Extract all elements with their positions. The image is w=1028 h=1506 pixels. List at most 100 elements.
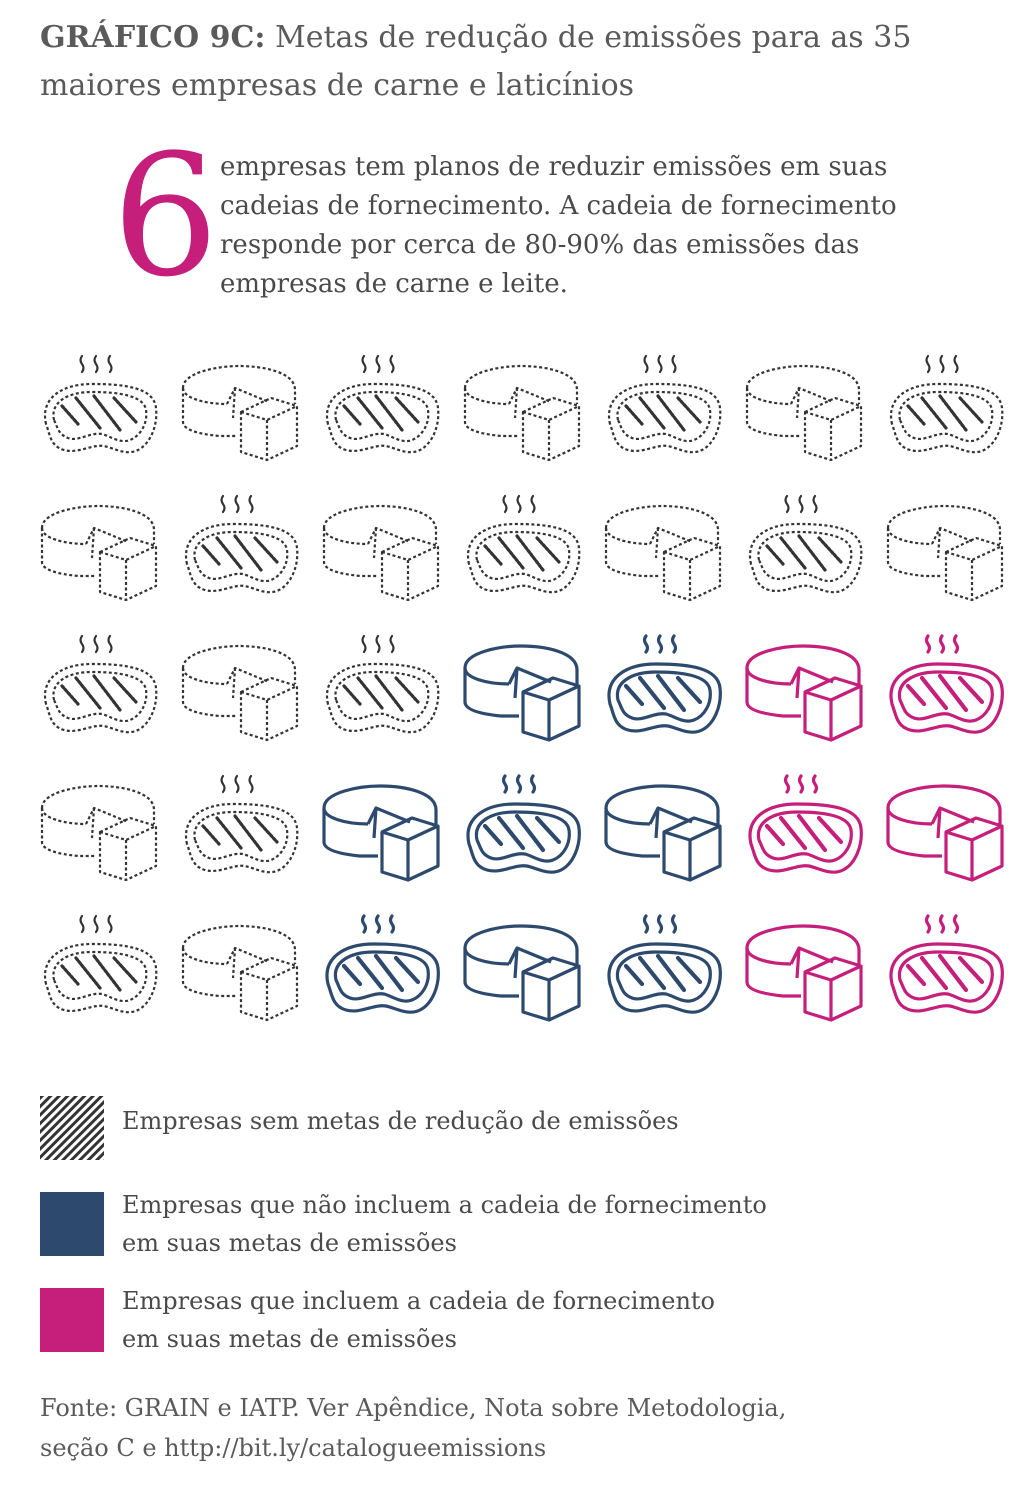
cheese-wedge-outline	[522, 405, 580, 422]
cheese-wedge-outline	[240, 965, 298, 982]
steam-lines	[220, 494, 254, 514]
cheese-wheel-outline	[463, 388, 519, 438]
cheese-wheel-outline	[322, 807, 369, 826]
steak-outline	[325, 382, 440, 454]
cheese-wheel-outline	[181, 364, 297, 404]
steak-outline	[607, 382, 722, 454]
cheese-wedge-outline	[240, 685, 298, 702]
cheese-wheel-outline	[930, 806, 975, 825]
steak-outline	[607, 942, 722, 1014]
steam-lines	[642, 634, 678, 654]
steak-outline	[607, 662, 722, 734]
steak-outline	[466, 802, 581, 874]
pictogram-icon-cheese-none	[40, 784, 158, 882]
cheese-wheel-outline	[322, 527, 369, 546]
steam-lines	[502, 494, 536, 514]
pictogram-icon-cheese-blue	[463, 924, 581, 1022]
cheese-wheel-outline	[181, 644, 297, 684]
cheese-wheel-outline	[886, 784, 1002, 824]
pictogram-icon-cheese-blue	[463, 644, 581, 742]
cheese-wheel-outline	[463, 667, 510, 686]
cheese-wedge-outline	[98, 536, 158, 602]
cheese-wheel-outline	[604, 504, 720, 544]
cheese-wheel-outline	[795, 667, 801, 699]
pictogram-icon-steak-none	[184, 774, 299, 874]
cheese-wedge-outline	[380, 536, 440, 602]
pictogram-icon-steak-none	[325, 354, 440, 454]
cheese-wheel-outline	[745, 388, 801, 438]
cheese-wheel-outline	[181, 947, 228, 966]
cheese-wedge-outline	[521, 956, 581, 1022]
cheese-wheel-outline	[463, 948, 519, 998]
cheese-wheel-outline	[745, 924, 861, 964]
source-line-2: seção C e http://bit.ly/catalogueemissio…	[40, 1434, 547, 1462]
pictogram-icon-steak-blue	[325, 914, 440, 1014]
steak-outline	[889, 662, 1004, 734]
steam-lines	[925, 354, 959, 374]
legend-label-no-targets: Empresas sem metas de redução de emissõe…	[122, 1107, 679, 1135]
cheese-wheel-outline	[789, 666, 834, 685]
cheese-wedge-outline	[521, 396, 581, 462]
legend-label-blue-line2: em suas metas de emissões	[122, 1229, 457, 1257]
cheese-wheel-outline	[40, 504, 156, 544]
steak-outline	[466, 522, 581, 594]
pictogram-icon-steak-none	[889, 354, 1004, 454]
steam-lines	[79, 354, 113, 374]
steak-outline	[43, 942, 158, 1014]
pictogram-icon-steak-blue	[466, 774, 581, 874]
steak-outline	[325, 662, 440, 734]
steam-lines	[501, 774, 537, 794]
steak-outline	[43, 382, 158, 454]
cheese-wheel-outline	[181, 924, 297, 964]
cheese-wheel-outline	[745, 947, 792, 966]
steam-lines	[924, 914, 960, 934]
cheese-wedge-outline	[99, 545, 157, 562]
steam-lines	[783, 774, 819, 794]
cheese-wheel-outline	[886, 527, 933, 546]
steam-lines	[642, 914, 678, 934]
cheese-wheel-outline	[181, 388, 237, 438]
pictogram-icon-cheese-none	[40, 504, 158, 602]
cheese-wheel-outline	[322, 808, 378, 858]
cheese-wheel-outline	[372, 807, 378, 839]
pictogram-icon-cheese-blue	[604, 784, 722, 882]
cheese-wheel-outline	[181, 668, 237, 718]
cheese-wedge-outline	[99, 825, 157, 842]
pictogram-icon-steak-none	[748, 494, 863, 594]
cheese-wheel-outline	[745, 387, 792, 406]
cheese-wheel-outline	[648, 806, 693, 825]
cheese-wheel-outline	[886, 504, 1002, 544]
cheese-wheel-outline	[604, 808, 660, 858]
cheese-wheel-outline	[745, 948, 801, 998]
cheese-wedge-outline	[803, 956, 863, 1022]
pictogram-icon-cheese-pink	[745, 644, 863, 742]
cheese-wheel-outline	[322, 528, 378, 578]
cheese-wheel-outline	[40, 528, 96, 578]
cheese-wheel-outline	[654, 807, 660, 839]
cheese-wheel-outline	[322, 784, 438, 824]
pictogram-icon-steak-blue	[607, 634, 722, 734]
cheese-wheel-outline	[604, 527, 651, 546]
pictogram-icon-cheese-blue	[322, 784, 440, 882]
steak-outline	[325, 942, 440, 1014]
steam-lines	[79, 914, 113, 934]
pictogram-icon-steak-none	[43, 354, 158, 454]
pictogram-icon-steak-pink	[748, 774, 863, 874]
steak-outline	[889, 942, 1004, 1014]
cheese-wheel-outline	[463, 947, 510, 966]
legend-label-pink-line2: em suas metas de emissões	[122, 1325, 457, 1353]
pictogram-icon-steak-none	[184, 494, 299, 594]
cheese-wedge-outline	[240, 405, 298, 422]
pictogram-icon-cheese-none	[181, 924, 299, 1022]
cheese-wheel-outline	[181, 948, 237, 998]
pictogram-icon-cheese-none	[886, 504, 1004, 602]
cheese-wheel-outline	[463, 668, 519, 718]
cheese-wedge-outline	[239, 676, 299, 742]
source-note: Fonte: GRAIN e IATP. Ver Apêndice, Nota …	[40, 1388, 1000, 1468]
chart-title-lead: GRÁFICO 9C:	[40, 20, 266, 55]
cheese-wheel-outline	[40, 784, 156, 824]
legend-swatch-hatched	[40, 1096, 104, 1160]
chart-title-text: Metas de redução de emissões para as 35 …	[40, 20, 912, 103]
cheese-wheel-outline	[604, 807, 651, 826]
cheese-wheel-outline	[604, 784, 720, 824]
